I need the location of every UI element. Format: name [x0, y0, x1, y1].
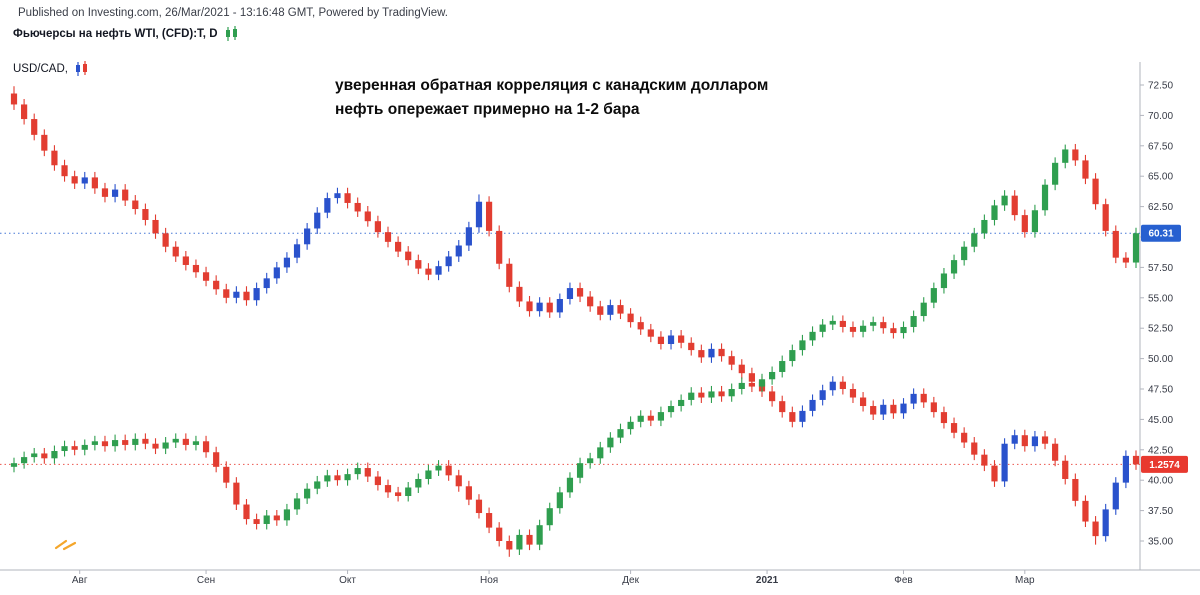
svg-text:40.00: 40.00 [1148, 476, 1173, 487]
svg-text:2021: 2021 [756, 575, 779, 586]
overlay-symbol-label[interactable]: USD/CAD, [13, 63, 68, 75]
last-price-badge [1141, 455, 1188, 473]
svg-text:57.50: 57.50 [1148, 263, 1173, 274]
last-price-badge [1141, 224, 1181, 242]
svg-text:72.50: 72.50 [1148, 81, 1173, 92]
svg-text:Мар: Мар [1015, 575, 1035, 586]
svg-text:35.00: 35.00 [1148, 537, 1173, 548]
svg-text:52.50: 52.50 [1148, 324, 1173, 335]
svg-text:Фев: Фев [894, 575, 912, 586]
symbol-title-row: Фьючерсы на нефть WTI, (CFD):T, D [13, 25, 241, 43]
overlay-symbol-row: USD/CAD, [13, 60, 91, 78]
annotation-line-1: уверенная обратная корреляция с канадски… [335, 77, 769, 94]
svg-text:50.00: 50.00 [1148, 354, 1173, 365]
annotation-line-2: нефть опережает примерно на 1-2 бара [335, 101, 640, 119]
svg-text:42.50: 42.50 [1148, 445, 1173, 456]
svg-text:60.31: 60.31 [1148, 229, 1173, 240]
svg-text:47.50: 47.50 [1148, 385, 1173, 396]
series-candles-usd-cad [10, 86, 1140, 545]
chart-annotation: уверенная обратная корреляция с канадски… [335, 74, 768, 122]
svg-text:37.50: 37.50 [1148, 506, 1173, 517]
svg-text:Авг: Авг [72, 575, 88, 586]
wti-candles-icon [225, 26, 237, 41]
svg-text:Дек: Дек [622, 575, 639, 586]
svg-text:45.00: 45.00 [1148, 415, 1173, 426]
last-price-lines [0, 232, 1140, 465]
svg-text:62.50: 62.50 [1148, 202, 1173, 213]
x-axis-labels[interactable]: Авг Сен Окт Ноя Дек 2021 Фев Мар [72, 570, 1035, 586]
axes[interactable] [0, 62, 1200, 571]
symbol-title[interactable]: Фьючерсы на нефть WTI, (CFD):T, D [13, 28, 218, 40]
logo-artifact [54, 539, 77, 551]
svg-text:Окт: Окт [339, 575, 356, 586]
svg-text:67.50: 67.50 [1148, 141, 1173, 152]
published-line: Published on Investing.com, 26/Mar/2021 … [18, 7, 449, 19]
svg-text:55.00: 55.00 [1148, 293, 1173, 304]
usdcad-candles-icon [75, 61, 87, 76]
svg-text:Ноя: Ноя [480, 575, 498, 586]
y-axis-ticks[interactable]: 72.5070.0067.5065.0062.5060.0057.5055.00… [1140, 81, 1173, 548]
svg-text:Сен: Сен [197, 575, 215, 586]
svg-text:65.00: 65.00 [1148, 172, 1173, 183]
series-candles--wti-cfd-t-d [10, 143, 1140, 557]
price-labels: 60.31 1.2574 [1141, 224, 1188, 473]
svg-text:70.00: 70.00 [1148, 111, 1173, 122]
svg-text:1.2574: 1.2574 [1149, 460, 1180, 471]
